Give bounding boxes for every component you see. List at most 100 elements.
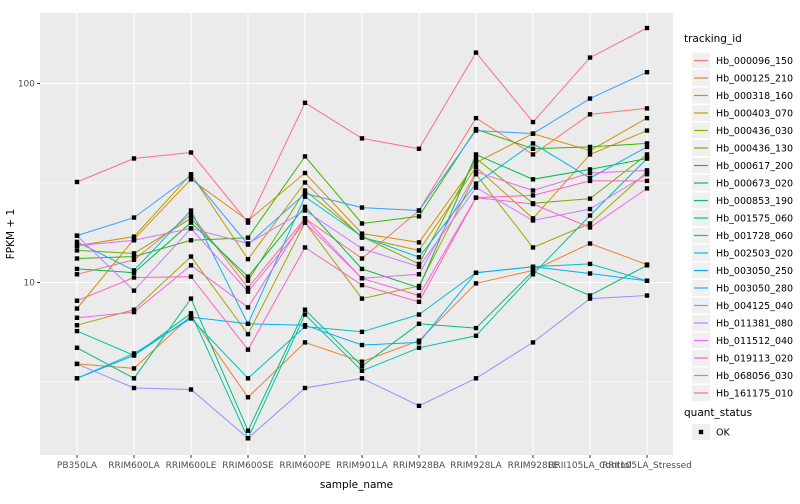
data-point: [416, 214, 422, 219]
data-point: [188, 314, 194, 320]
data-point: [359, 231, 365, 236]
data-point: [473, 172, 479, 177]
data-point: [587, 112, 593, 117]
data-point: [131, 238, 137, 243]
data-point: [416, 264, 422, 269]
data-point: [74, 328, 80, 334]
data-point: [74, 233, 80, 238]
data-point: [302, 340, 308, 345]
legend-item-Hb_000403_070: Hb_000403_070: [716, 109, 793, 120]
data-point: [416, 293, 422, 298]
data-point: [530, 264, 536, 269]
legend-key-black-square: [698, 429, 704, 435]
data-point: [74, 323, 80, 328]
data-point: [74, 256, 80, 261]
data-point: [587, 241, 593, 246]
data-point: [359, 376, 365, 381]
data-point: [302, 216, 308, 221]
data-point: [74, 315, 80, 320]
data-point: [587, 170, 593, 176]
legend-item-Hb_000853_190: Hb_000853_190: [716, 196, 793, 207]
data-point: [644, 106, 650, 111]
data-point: [416, 261, 422, 267]
data-point: [188, 216, 194, 221]
data-point: [359, 205, 365, 210]
data-point: [416, 285, 422, 291]
data-point: [74, 179, 80, 185]
data-point: [302, 245, 308, 250]
legend-item-Hb_000125_210: Hb_000125_210: [716, 74, 793, 85]
data-point: [359, 368, 365, 373]
data-point: [359, 282, 365, 288]
data-point: [473, 115, 479, 121]
data-point: [245, 331, 251, 337]
data-point: [587, 293, 593, 298]
data-point: [530, 218, 536, 223]
data-point: [188, 238, 194, 243]
legend-item-Hb_000096_150: Hb_000096_150: [716, 56, 793, 67]
data-point: [416, 403, 422, 409]
data-point: [644, 278, 650, 283]
data-point: [188, 296, 194, 301]
data-point: [245, 305, 251, 310]
data-point: [131, 156, 137, 161]
data-point: [188, 311, 194, 316]
data-point: [644, 152, 650, 157]
legend-item-Hb_003050_280: Hb_003050_280: [716, 284, 793, 295]
x-tick-label: RRIM600LE: [166, 461, 217, 471]
data-point: [416, 345, 422, 350]
y-tick-label: 100: [18, 80, 35, 90]
data-point: [644, 128, 650, 133]
legend-item-Hb_001728_060: Hb_001728_060: [716, 231, 793, 242]
data-point: [473, 50, 479, 55]
data-point: [359, 234, 365, 239]
data-point: [359, 246, 365, 251]
data-point: [359, 276, 365, 281]
legend-item-Hb_011512_040: Hb_011512_040: [716, 336, 793, 347]
data-point: [473, 376, 479, 381]
legend-item-Hb_004125_040: Hb_004125_040: [716, 301, 793, 312]
data-point: [131, 353, 137, 358]
data-point: [302, 191, 308, 196]
data-point: [74, 243, 80, 248]
data-point: [302, 385, 308, 391]
data-point: [302, 323, 308, 328]
data-point: [644, 69, 650, 75]
data-point: [74, 345, 80, 350]
data-point: [74, 361, 80, 367]
data-point: [131, 309, 137, 315]
data-point: [131, 234, 137, 239]
data-point: [473, 281, 479, 286]
data-point: [245, 220, 251, 225]
data-point: [74, 248, 80, 253]
x-tick-label: RRIM600PE: [279, 461, 331, 471]
data-point: [302, 208, 308, 213]
legend-item-Hb_000436_030: Hb_000436_030: [716, 126, 793, 137]
data-point: [473, 164, 479, 170]
legend-item-Hb_000617_200: Hb_000617_200: [716, 161, 793, 172]
data-point: [587, 225, 593, 230]
data-point: [530, 272, 536, 277]
data-point: [530, 193, 536, 198]
legend-item-Hb_000673_020: Hb_000673_020: [716, 179, 793, 190]
data-point: [530, 188, 536, 193]
data-point: [587, 96, 593, 101]
data-point: [587, 213, 593, 218]
data-point: [473, 169, 479, 174]
data-point: [188, 150, 194, 155]
data-point: [473, 195, 479, 200]
data-point: [473, 325, 479, 331]
data-point: [416, 255, 422, 260]
data-point: [587, 206, 593, 212]
data-point: [359, 221, 365, 226]
data-point: [245, 321, 251, 327]
data-point: [530, 119, 536, 125]
data-point: [131, 275, 137, 280]
data-point: [245, 395, 251, 400]
data-point: [359, 342, 365, 348]
data-point: [530, 245, 536, 250]
data-point: [416, 299, 422, 304]
data-point: [74, 298, 80, 303]
data-point: [188, 263, 194, 268]
plot-panel: [40, 13, 673, 455]
